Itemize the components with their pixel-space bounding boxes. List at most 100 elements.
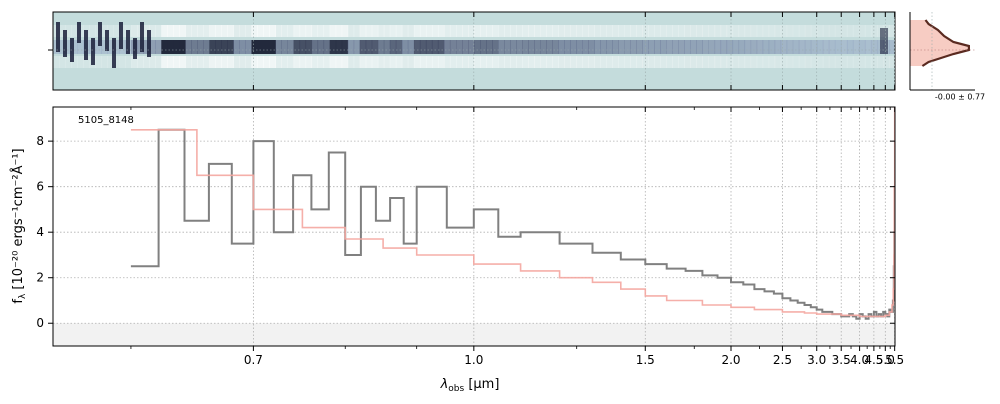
trace-halo-top <box>305 25 313 37</box>
trace-column <box>840 40 848 54</box>
trace-halo-bottom <box>257 56 264 68</box>
trace-column <box>582 40 589 54</box>
trace-column <box>95 40 102 54</box>
trace-column <box>305 40 313 54</box>
inset-stats-label: -0.00 ± 0.77 <box>935 93 985 102</box>
trace-column <box>257 40 264 54</box>
y-tick-label: 6 <box>36 180 44 194</box>
trace-halo-top <box>269 25 276 37</box>
trace-halo-bottom <box>137 56 144 68</box>
trace-column <box>395 40 403 54</box>
trace-column <box>846 40 854 54</box>
trace-halo-top <box>528 25 535 37</box>
trace-halo-bottom <box>570 56 577 68</box>
trace-halo-top <box>756 25 764 37</box>
trace-halo-bottom <box>456 56 463 68</box>
trace-halo-top <box>564 25 571 37</box>
trace-column <box>768 40 776 54</box>
trace-halo-bottom <box>107 56 114 68</box>
trace-halo-top <box>474 25 481 37</box>
trace-halo-bottom <box>468 56 475 68</box>
edge-noise <box>880 28 888 54</box>
trace-halo-top <box>492 25 499 37</box>
edge-noise <box>56 22 60 52</box>
x-tick-label: 4.5 <box>864 353 883 367</box>
trace-halo-top <box>672 25 679 37</box>
trace-halo-bottom <box>666 56 673 68</box>
x-tick-label: 5.5 <box>885 353 904 367</box>
trace-column <box>353 40 361 54</box>
trace-halo-bottom <box>486 56 493 68</box>
trace-halo-top <box>113 25 120 37</box>
trace-column <box>786 40 794 54</box>
trace-halo-top <box>359 25 367 37</box>
trace-column <box>107 40 114 54</box>
trace-halo-bottom <box>642 56 649 68</box>
trace-column <box>546 40 553 54</box>
trace-halo-bottom <box>552 56 559 68</box>
trace-halo-top <box>889 25 896 37</box>
trace-column <box>780 40 788 54</box>
trace-halo-bottom <box>504 56 511 68</box>
trace-halo-top <box>389 25 397 37</box>
trace-halo-top <box>221 25 228 37</box>
x-tick-label: 5.0 <box>876 353 895 367</box>
trace-halo-bottom <box>474 56 481 68</box>
trace-halo-top <box>864 25 872 37</box>
trace-column <box>401 40 409 54</box>
trace-halo-bottom <box>353 56 361 68</box>
trace-halo-bottom <box>510 56 517 68</box>
trace-halo-bottom <box>588 56 595 68</box>
trace-column <box>383 40 391 54</box>
y-axis-title: fλ [10⁻²⁰ ergs⁻¹cm⁻²Å⁻¹] <box>10 148 28 303</box>
trace-halo-bottom <box>564 56 571 68</box>
trace-halo-bottom <box>59 56 66 68</box>
trace-halo-top <box>822 25 830 37</box>
trace-column <box>528 40 535 54</box>
trace-halo-top <box>516 25 523 37</box>
trace-column <box>456 40 463 54</box>
trace-halo-top <box>576 25 583 37</box>
trace-halo-bottom <box>317 56 325 68</box>
trace-halo-bottom <box>53 56 60 68</box>
trace-column <box>600 40 607 54</box>
trace-halo-top <box>185 25 192 37</box>
trace-halo-top <box>155 25 162 37</box>
model-line <box>130 107 895 318</box>
trace-halo-bottom <box>750 56 758 68</box>
trace-halo-top <box>480 25 487 37</box>
trace-halo-bottom <box>522 56 529 68</box>
trace-halo-bottom <box>65 56 72 68</box>
series-layer <box>130 107 895 320</box>
trace-halo-top <box>612 25 619 37</box>
trace-halo-bottom <box>401 56 409 68</box>
trace-halo-top <box>107 25 114 37</box>
trace-halo-bottom <box>335 56 343 68</box>
trace-column <box>419 40 427 54</box>
edge-noise <box>140 22 144 52</box>
trace-halo-bottom <box>810 56 818 68</box>
trace-halo-top <box>744 25 752 37</box>
trace-column <box>576 40 583 54</box>
trace-halo-top <box>179 25 186 37</box>
trace-halo-top <box>425 25 433 37</box>
trace-halo-bottom <box>816 56 824 68</box>
2d-spectrum-panel <box>48 11 896 91</box>
trace-halo-bottom <box>179 56 186 68</box>
edge-noise <box>105 30 109 51</box>
trace-halo-bottom <box>708 56 716 68</box>
trace-halo-bottom <box>756 56 764 68</box>
trace-column <box>413 40 421 54</box>
trace-halo-bottom <box>612 56 619 68</box>
trace-halo-top <box>522 25 529 37</box>
y-tick-label: 8 <box>36 134 44 148</box>
trace-halo-bottom <box>684 56 691 68</box>
trace-halo-bottom <box>383 56 391 68</box>
trace-halo-top <box>71 25 78 37</box>
trace-halo-top <box>750 25 758 37</box>
trace-halo-bottom <box>877 56 884 68</box>
trace-halo-bottom <box>101 56 108 68</box>
trace-halo-top <box>149 25 156 37</box>
y-axis: 0 2 4 6 8 <box>36 134 895 330</box>
trace-column <box>774 40 782 54</box>
